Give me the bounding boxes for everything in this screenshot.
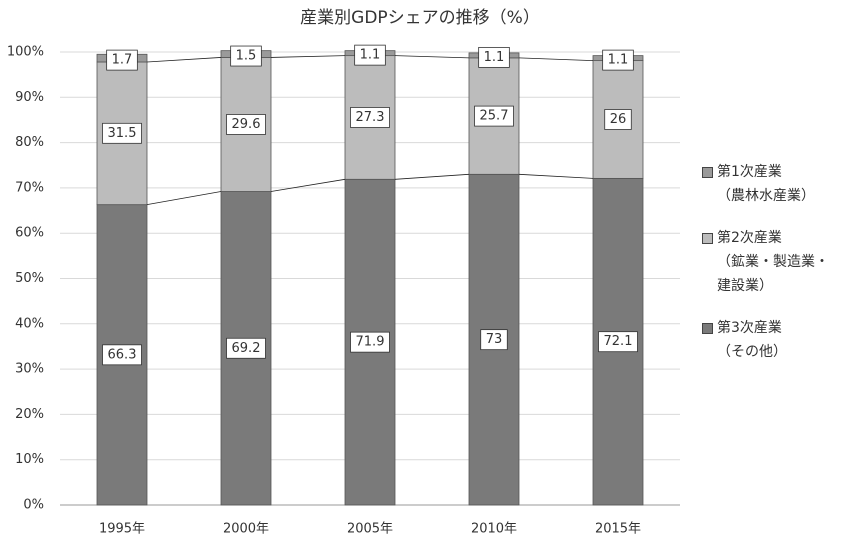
data-label-box	[598, 331, 638, 353]
y-tick-label: 70%	[15, 180, 44, 195]
legend-label: 第1次産業 （農林水産業）	[717, 164, 815, 204]
data-label: 31.5	[102, 122, 142, 144]
series-line	[146, 57, 222, 63]
y-tick-label: 60%	[15, 226, 44, 241]
series-line	[394, 173, 470, 180]
data-label-box	[478, 46, 510, 68]
data-label-box	[102, 344, 142, 366]
data-label-text: 71.9	[356, 335, 385, 350]
series-line	[518, 57, 594, 62]
data-label-box	[106, 49, 138, 71]
x-tick-label: 2005年	[347, 522, 393, 537]
data-label-box	[602, 49, 634, 71]
data-label: 1.1	[602, 49, 634, 71]
legend: 第1次産業 （農林水産業） 第2次産業 （鉱業・製造業・ 建設業） 第3次産業 （そ…	[702, 160, 844, 382]
data-label-text: 1.1	[360, 48, 381, 63]
data-label: 1.5	[230, 45, 262, 67]
data-label: 29.6	[226, 114, 266, 135]
data-label-text: 1.1	[608, 53, 629, 68]
data-label: 26	[604, 109, 632, 130]
legend-swatch	[702, 233, 713, 244]
data-label-text: 29.6	[232, 117, 261, 132]
legend-label: 第3次産業 （その他）	[717, 320, 787, 360]
y-tick-label: 30%	[15, 362, 44, 377]
data-label-text: 69.2	[232, 341, 261, 356]
data-label-box	[230, 45, 262, 67]
chart-title: 産業別GDPシェアの推移（%）	[300, 8, 540, 28]
data-label-text: 73	[486, 332, 503, 347]
data-label-text: 31.5	[108, 126, 137, 141]
data-label-text: 72.1	[604, 334, 633, 349]
data-label-text: 27.3	[356, 110, 385, 125]
legend-label: 第2次産業 （鉱業・製造業・ 建設業）	[717, 230, 829, 294]
y-tick-label: 20%	[15, 407, 44, 422]
data-label-box	[354, 44, 386, 66]
data-label: 66.3	[102, 344, 142, 366]
y-tick-label: 10%	[15, 452, 44, 467]
data-label-text: 66.3	[108, 347, 137, 362]
data-label: 71.9	[350, 331, 390, 353]
series-line	[518, 173, 594, 179]
data-label: 69.2	[226, 337, 266, 359]
data-label: 27.3	[350, 107, 390, 128]
legend-swatch	[702, 167, 713, 178]
data-label-box	[474, 105, 514, 127]
x-tick-label: 2000年	[223, 522, 269, 537]
series-line	[146, 191, 222, 206]
y-tick-label: 100%	[7, 45, 44, 60]
data-label-box	[226, 337, 266, 359]
y-tick-label: 90%	[15, 90, 44, 105]
legend-item: 第1次産業 （農林水産業）	[702, 160, 844, 208]
legend-swatch	[702, 323, 713, 334]
data-label-box	[350, 331, 390, 353]
y-tick-label: 50%	[15, 271, 44, 286]
series-line	[394, 55, 470, 59]
data-label: 73	[480, 329, 508, 351]
data-label: 25.7	[474, 105, 514, 127]
x-tick-label: 2010年	[471, 522, 517, 537]
data-label: 1.1	[354, 44, 386, 66]
data-label-text: 1.7	[112, 53, 133, 68]
data-label: 1.1	[478, 46, 510, 68]
data-label-box	[480, 329, 508, 351]
data-label-box	[604, 109, 632, 130]
data-label-text: 25.7	[480, 109, 509, 124]
y-tick-label: 40%	[15, 316, 44, 331]
data-label-box	[350, 107, 390, 128]
x-tick-label: 1995年	[99, 522, 145, 537]
data-label-box	[226, 114, 266, 135]
y-tick-label: 0%	[23, 498, 44, 513]
data-label: 72.1	[598, 331, 638, 353]
data-label: 1.7	[106, 49, 138, 71]
series-line	[270, 178, 346, 192]
y-tick-label: 80%	[15, 135, 44, 150]
x-tick-label: 2015年	[595, 522, 641, 537]
data-label-text: 26	[610, 112, 627, 127]
legend-item: 第3次産業 （その他）	[702, 316, 844, 364]
data-label-text: 1.5	[236, 49, 257, 64]
data-label-text: 1.1	[484, 50, 505, 65]
legend-item: 第2次産業 （鉱業・製造業・ 建設業）	[702, 226, 844, 298]
data-label-box	[102, 122, 142, 144]
series-line	[270, 55, 346, 58]
